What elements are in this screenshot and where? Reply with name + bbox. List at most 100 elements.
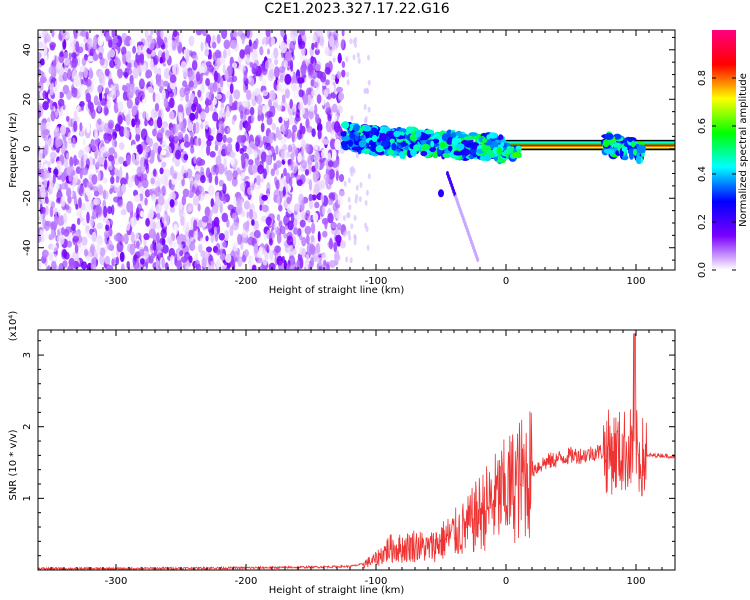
- noise-blob: [153, 64, 158, 75]
- noise-blob: [144, 189, 151, 198]
- noise-blob: [336, 71, 342, 80]
- noise-blob: [218, 179, 224, 187]
- noise-blob: [210, 198, 215, 208]
- noise-blob: [299, 185, 303, 197]
- noise-blob: [271, 122, 277, 131]
- noise-blob: [40, 122, 47, 131]
- noise-blob: [325, 176, 329, 187]
- noise-blob: [172, 63, 177, 75]
- noise-blob: [44, 54, 48, 65]
- noise-blob: [317, 231, 321, 242]
- noise-blob: [38, 102, 43, 110]
- noise-blob: [188, 35, 195, 47]
- noise-blob: [355, 193, 359, 200]
- noise-blob: [280, 42, 287, 54]
- colorbar-title: Normalized spectral amplitude: [738, 73, 749, 227]
- noise-blob: [67, 139, 72, 151]
- noise-blob: [305, 143, 310, 154]
- noise-blob: [306, 125, 313, 133]
- noise-blob: [68, 257, 75, 270]
- noise-blob: [220, 57, 226, 65]
- noise-blob: [107, 99, 111, 109]
- noise-blob: [44, 33, 51, 43]
- noise-blob: [106, 239, 113, 251]
- noise-blob: [190, 146, 195, 154]
- noise-blob: [251, 63, 258, 73]
- noise-blob: [318, 257, 323, 267]
- noise-blob: [43, 179, 48, 188]
- noise-blob: [352, 167, 356, 174]
- noise-blob: [290, 212, 295, 224]
- noise-blob: [299, 30, 306, 36]
- noise-blob: [73, 110, 78, 120]
- noise-blob: [317, 128, 322, 140]
- noise-blob: [296, 237, 301, 249]
- noise-blob: [86, 211, 90, 224]
- line-y-multiplier: (x10⁴): [8, 311, 19, 342]
- noise-blob: [104, 159, 108, 171]
- noise-blob: [107, 119, 115, 129]
- noise-blob: [232, 30, 238, 38]
- noise-blob: [156, 116, 163, 129]
- noise-blob: [173, 223, 179, 236]
- noise-blob: [244, 108, 251, 116]
- noise-blob: [331, 103, 338, 113]
- noise-blob: [79, 184, 84, 194]
- noise-blob: [340, 39, 346, 51]
- noise-blob: [247, 236, 255, 246]
- noise-blob: [222, 49, 227, 59]
- noise-blob: [240, 110, 244, 120]
- noise-blob: [71, 209, 78, 216]
- noise-blob: [283, 232, 287, 239]
- noise-blob: [281, 255, 285, 263]
- noise-blob: [268, 262, 276, 270]
- noise-blob: [146, 135, 151, 144]
- noise-blob: [259, 204, 263, 211]
- noise-blob: [231, 212, 237, 221]
- line-frame: [37, 329, 676, 571]
- noise-blob: [125, 154, 131, 166]
- noise-blob: [103, 205, 108, 218]
- noise-blob: [180, 256, 188, 263]
- noise-blob: [366, 244, 370, 251]
- noise-blob: [259, 46, 264, 56]
- noise-blob: [85, 158, 90, 169]
- noise-blob: [84, 201, 92, 213]
- noise-blob: [52, 173, 56, 184]
- noise-blob: [94, 132, 99, 140]
- noise-blob: [250, 257, 254, 267]
- noise-blob: [260, 151, 267, 163]
- noise-blob: [225, 253, 232, 263]
- noise-blob: [111, 128, 117, 141]
- noise-blob: [273, 222, 277, 232]
- noise-blob: [255, 175, 261, 186]
- noise-blob: [103, 236, 107, 246]
- signal-blob: [603, 148, 613, 153]
- noise-blob: [72, 235, 80, 243]
- noise-blob: [226, 169, 233, 182]
- noise-blob: [206, 246, 212, 253]
- noise-blob: [230, 156, 235, 166]
- colorbar-tick-label: 0.0: [697, 262, 708, 278]
- noise-blob: [109, 59, 116, 69]
- noise-blob: [292, 124, 297, 133]
- noise-blob: [299, 256, 304, 269]
- noise-blob: [60, 124, 67, 136]
- noise-blob: [347, 196, 351, 203]
- noise-blob: [310, 56, 315, 64]
- noise-blob: [150, 149, 155, 158]
- noise-blob: [276, 195, 281, 205]
- noise-blob: [69, 156, 74, 168]
- noise-blob: [225, 110, 231, 118]
- noise-blob: [235, 141, 240, 153]
- noise-blob: [147, 86, 154, 94]
- noise-blob: [126, 98, 133, 109]
- noise-blob: [86, 181, 93, 188]
- noise-blob: [126, 62, 132, 71]
- noise-blob: [204, 99, 212, 106]
- noise-blob: [73, 154, 78, 167]
- noise-blob: [291, 82, 298, 92]
- line-x-tick-label: -300: [105, 576, 128, 587]
- noise-blob: [129, 38, 135, 46]
- noise-blob: [265, 154, 272, 166]
